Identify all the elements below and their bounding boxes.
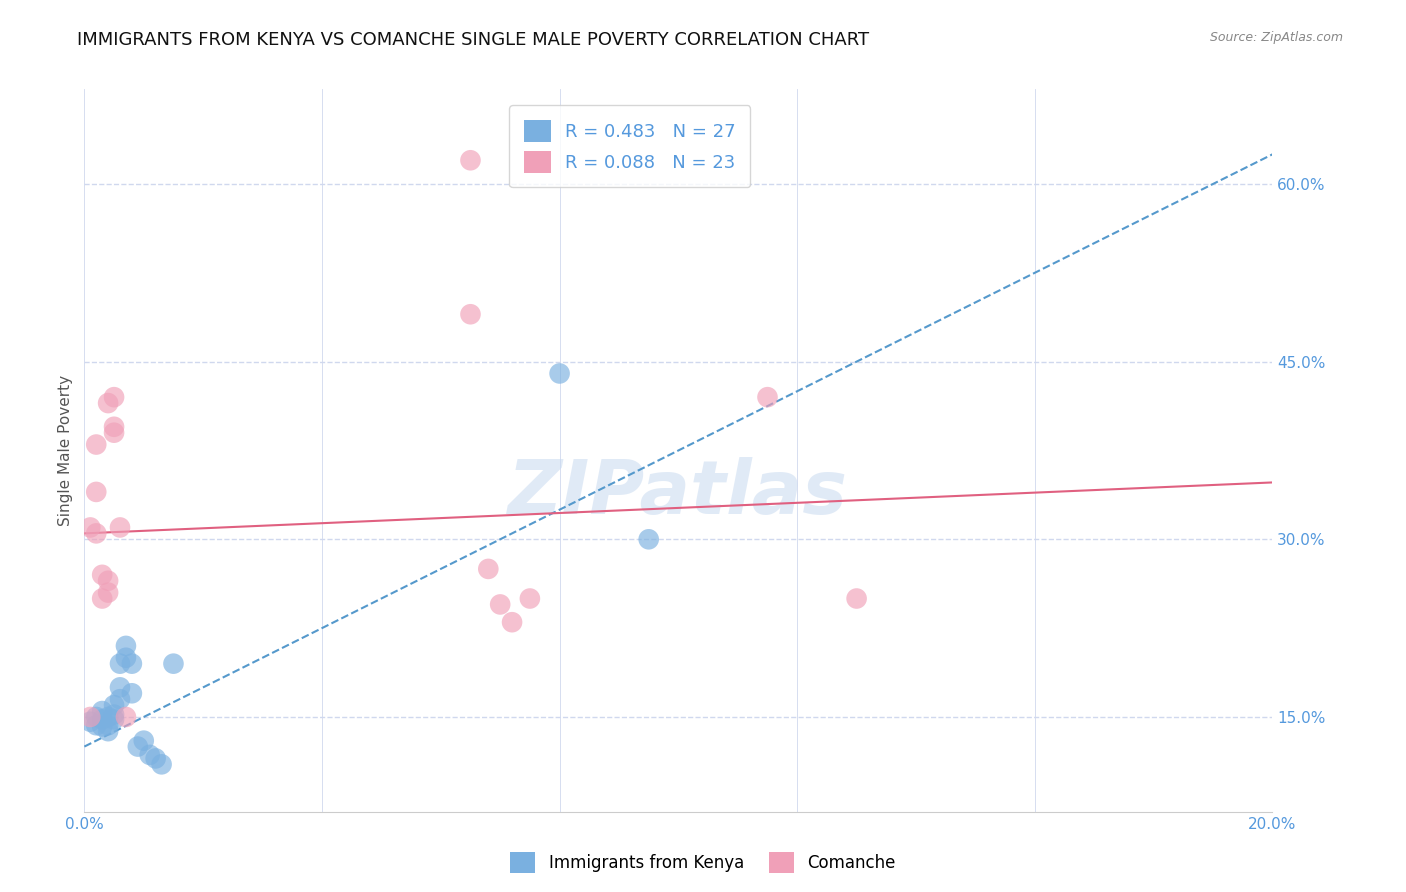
Point (79, 710, 101, 724)
Point (84, 437, 107, 451)
Point (460, 153, 482, 168)
Point (108, 520, 131, 534)
Point (84, 718, 107, 732)
Point (103, 390, 125, 404)
Point (460, 307, 482, 321)
Point (108, 692, 131, 706)
Point (115, 710, 138, 724)
Point (84, 710, 107, 724)
Point (79, 520, 101, 534)
Point (97, 718, 120, 732)
Point (637, 533, 659, 547)
Point (121, 657, 143, 671)
Point (108, 657, 131, 671)
Point (103, 419, 125, 434)
Point (145, 751, 167, 765)
Point (115, 639, 138, 653)
Point (132, 733, 155, 747)
Point (91, 567, 114, 582)
Text: IMMIGRANTS FROM KENYA VS COMANCHE SINGLE MALE POVERTY CORRELATION CHART: IMMIGRANTS FROM KENYA VS COMANCHE SINGLE… (77, 31, 869, 49)
Point (138, 747, 160, 762)
Point (84, 526, 107, 541)
Legend: Immigrants from Kenya, Comanche: Immigrants from Kenya, Comanche (503, 846, 903, 880)
Point (501, 615, 523, 630)
Legend: R = 0.483   N = 27, R = 0.088   N = 23: R = 0.483 N = 27, R = 0.088 N = 23 (509, 105, 751, 187)
Point (477, 562, 499, 576)
Point (115, 650, 138, 665)
Point (91, 719, 114, 733)
Y-axis label: Single Male Poverty: Single Male Poverty (58, 375, 73, 526)
Point (97, 710, 120, 724)
Point (548, 367, 571, 381)
Point (84, 484, 107, 499)
Point (108, 681, 131, 695)
Point (103, 698, 125, 712)
Point (845, 591, 868, 606)
Text: Source: ZipAtlas.com: Source: ZipAtlas.com (1209, 31, 1343, 45)
Point (103, 712, 125, 726)
Point (121, 686, 143, 700)
Point (91, 704, 114, 718)
Point (91, 712, 114, 726)
Point (519, 591, 541, 606)
Point (97, 574, 120, 588)
Point (97, 396, 120, 410)
Point (103, 425, 125, 440)
Point (756, 390, 779, 404)
Text: ZIPatlas: ZIPatlas (509, 458, 848, 531)
Point (150, 757, 173, 772)
Point (91, 591, 114, 606)
Point (97, 585, 120, 599)
Point (489, 598, 512, 612)
Point (79, 714, 101, 729)
Point (97, 724, 120, 739)
Point (103, 707, 125, 722)
Point (127, 739, 149, 754)
Point (162, 657, 184, 671)
